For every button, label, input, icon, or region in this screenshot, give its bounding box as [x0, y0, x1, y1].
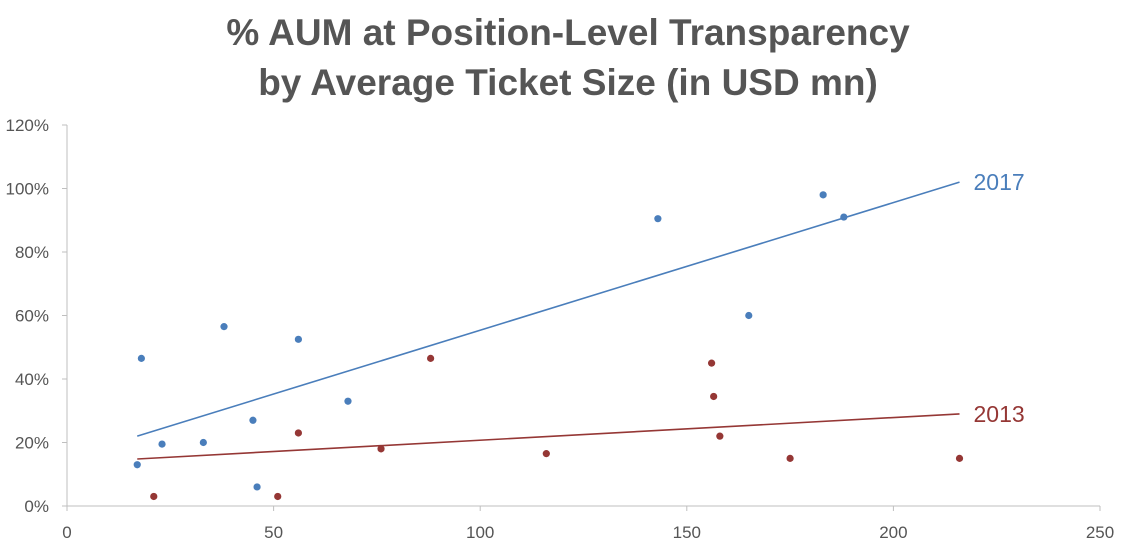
data-point-2017: [745, 311, 753, 320]
x-tick-label: 100: [466, 523, 494, 542]
y-tick-label: 80%: [15, 243, 49, 262]
y-tick-label: 100%: [6, 180, 49, 199]
y-tick-label: 40%: [15, 370, 49, 389]
data-point-2013: [274, 492, 282, 501]
data-point-2013: [955, 454, 964, 462]
chart-title-line-2: by Average Ticket Size (in USD mn): [258, 62, 878, 103]
data-point-2017: [294, 335, 302, 343]
data-point-2017: [133, 461, 141, 469]
data-points: [133, 191, 964, 501]
data-point-2013: [786, 454, 794, 462]
data-point-2013: [294, 429, 302, 437]
data-point-2017: [344, 397, 352, 405]
axes: 0% 20% 40% 60% 80% 100% 120% 0 50 100 150 200 250: [6, 116, 1115, 542]
data-point-2013: [150, 492, 158, 501]
y-tick-label: 0%: [24, 497, 49, 516]
chart-title-line-1: % AUM at Position-Level Transparency: [226, 12, 910, 53]
y-tick-label: 20%: [15, 434, 49, 453]
data-point-2017: [199, 438, 207, 447]
series-label-2013: 2013: [974, 401, 1025, 427]
data-point-2017: [220, 323, 228, 331]
data-point-2013: [707, 359, 716, 367]
data-point-2017: [253, 483, 261, 491]
data-point-2013: [710, 392, 718, 401]
series-label-2017: 2017: [974, 169, 1025, 195]
x-tick-label: 50: [264, 523, 283, 542]
data-point-2013: [716, 432, 724, 440]
x-tick-label: 150: [673, 523, 701, 542]
data-point-2017: [249, 416, 257, 424]
data-point-2013: [542, 450, 550, 458]
x-tick-label: 0: [62, 523, 71, 542]
y-tick-label: 120%: [6, 116, 49, 135]
trendline-2013: [137, 413, 960, 460]
x-tick-label: 200: [879, 523, 907, 542]
y-tick-label: 60%: [15, 307, 49, 326]
data-point-2017: [137, 354, 145, 362]
data-point-2013: [427, 354, 435, 362]
series-labels: 2017 2013: [974, 169, 1025, 427]
data-point-2017: [654, 215, 662, 223]
trendline-2017: [137, 181, 960, 437]
data-point-2017: [158, 440, 166, 448]
data-point-2017: [840, 213, 848, 221]
data-point-2013: [377, 445, 385, 453]
data-point-2017: [819, 191, 827, 199]
trendlines: [137, 181, 960, 460]
x-tick-label: 250: [1086, 523, 1114, 542]
